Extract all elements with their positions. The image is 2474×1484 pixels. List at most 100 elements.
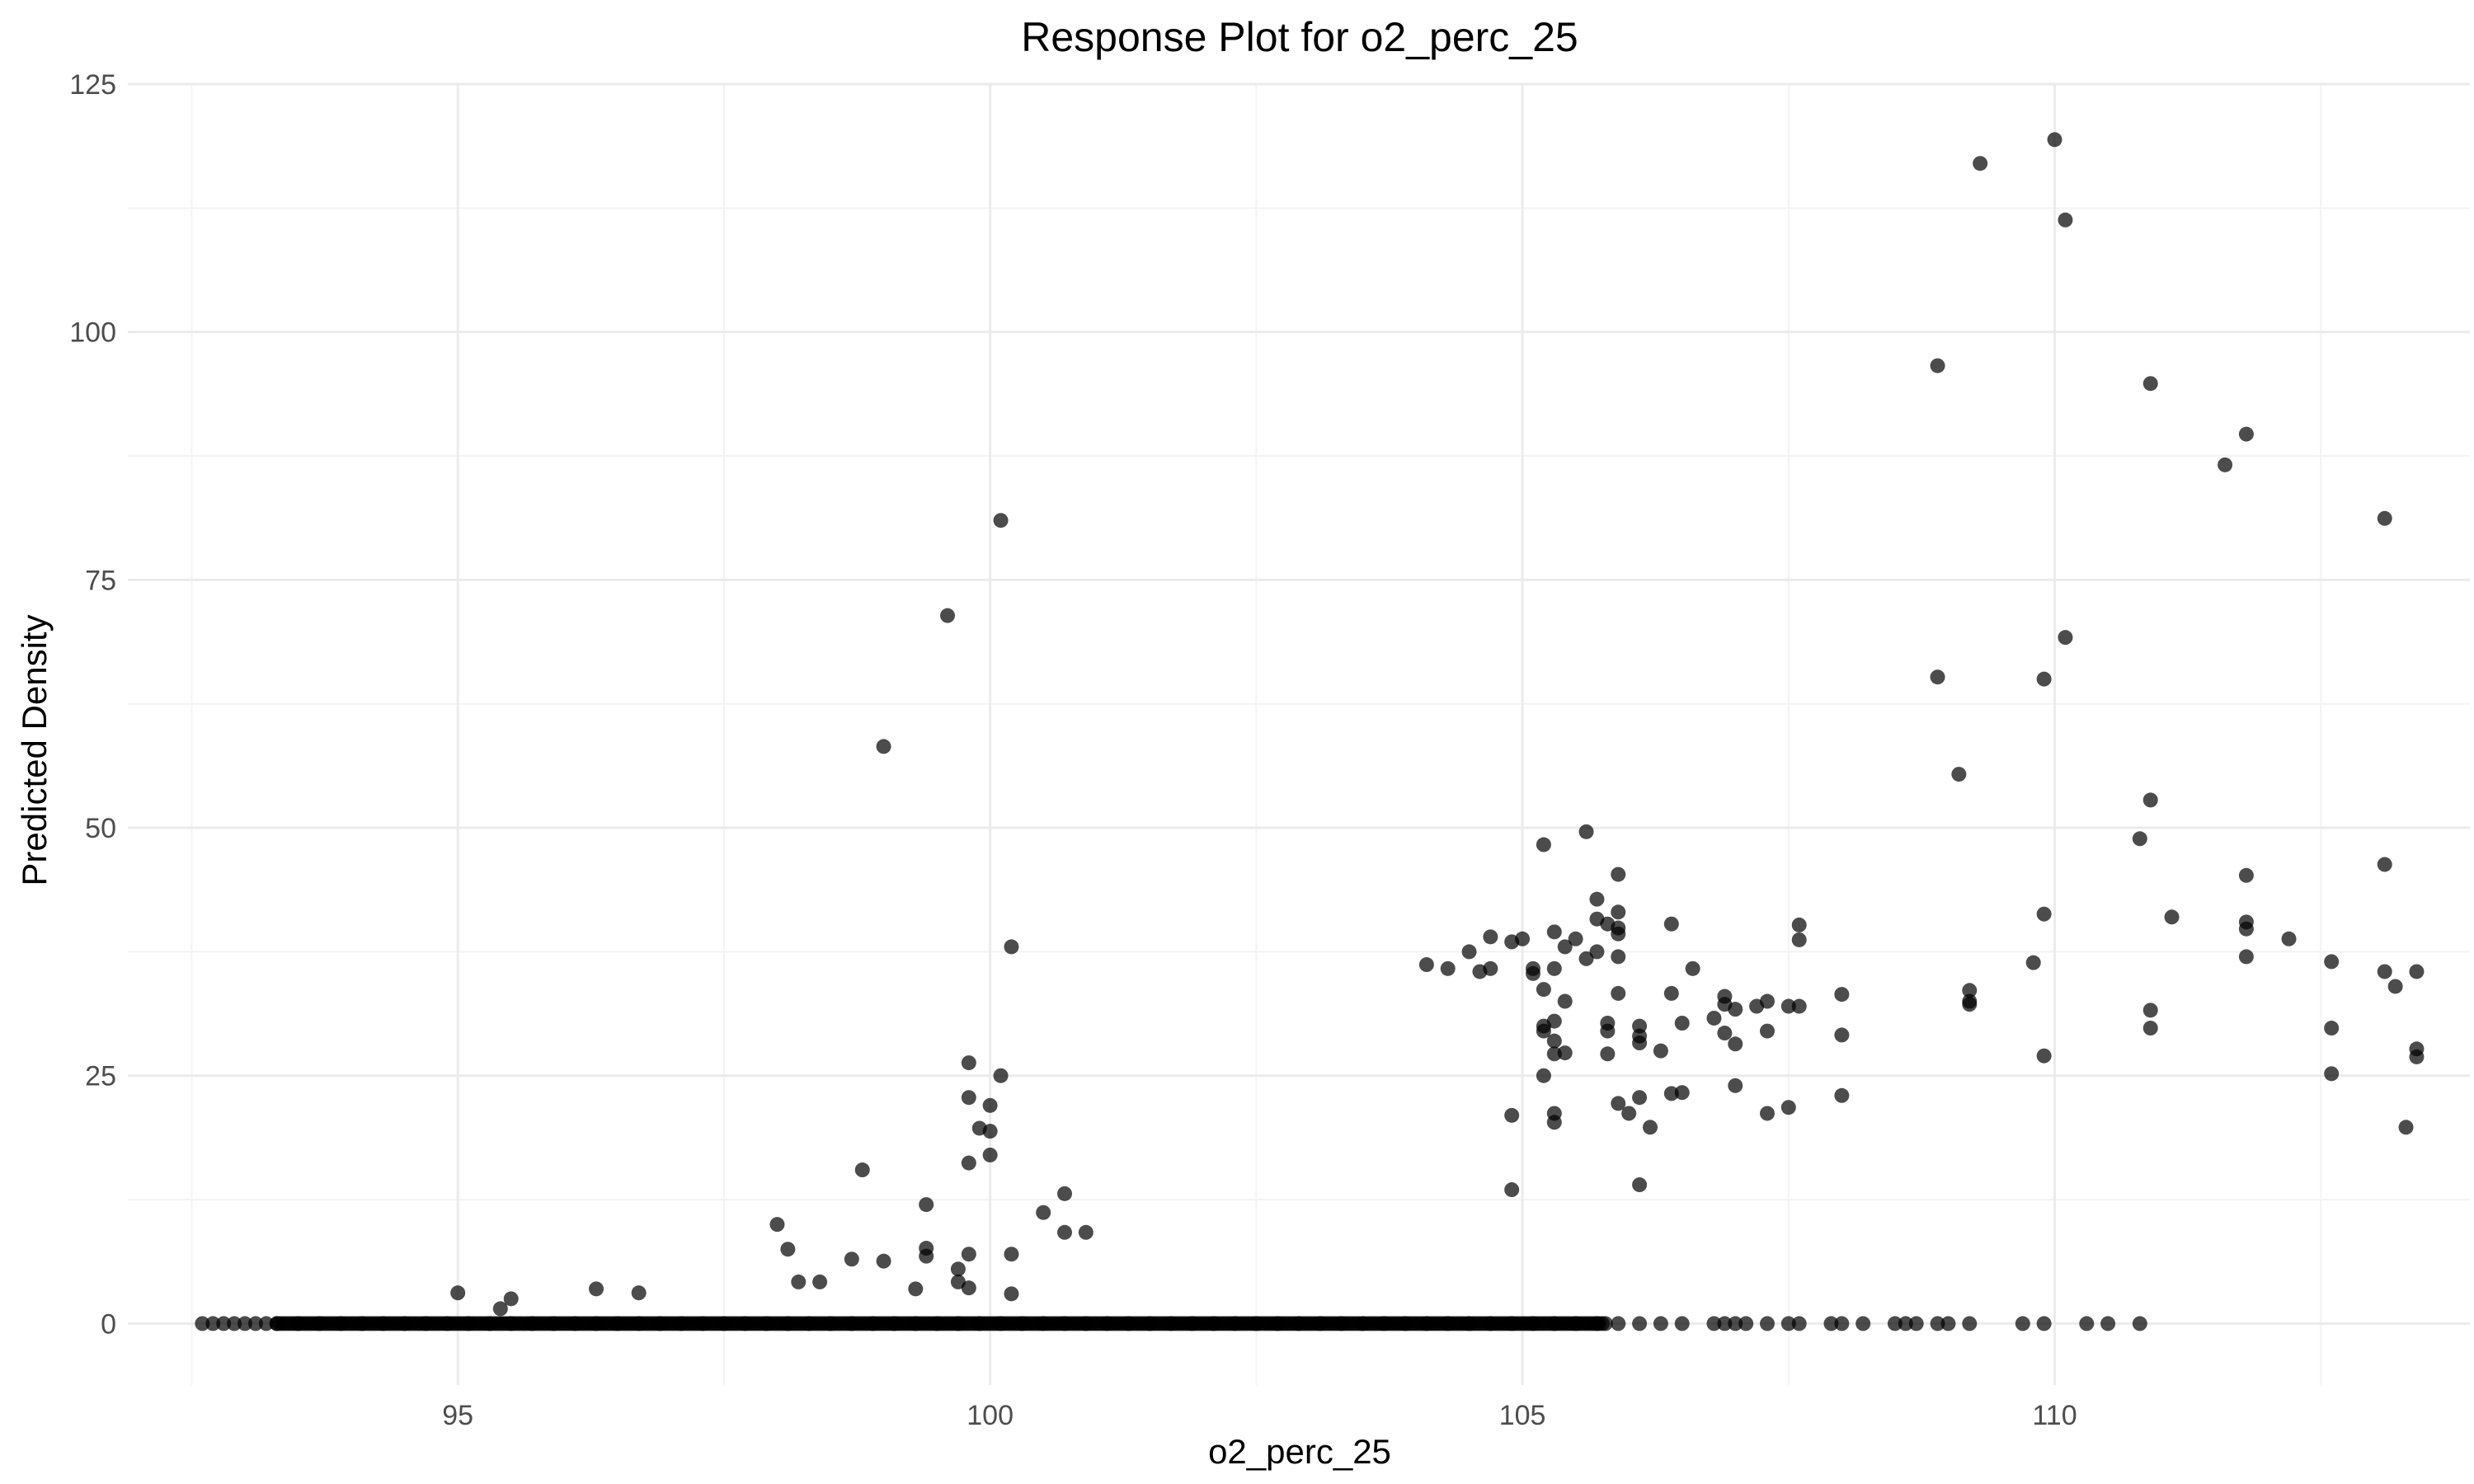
data-point — [2142, 792, 2158, 808]
data-point — [290, 1316, 306, 1331]
data-point — [1823, 1316, 1839, 1331]
data-point — [961, 1055, 976, 1071]
data-point — [2238, 914, 2254, 930]
data-point — [631, 1316, 647, 1331]
data-point — [791, 1274, 807, 1289]
data-point — [227, 1316, 242, 1331]
data-point — [312, 1316, 327, 1331]
data-point — [1398, 1316, 1413, 1331]
data-point — [759, 1316, 774, 1331]
data-point — [950, 1316, 966, 1331]
data-point — [1036, 1205, 1051, 1220]
data-point — [2047, 132, 2062, 148]
data-point — [1663, 1086, 1679, 1101]
ticks-layer: 95 100 105 110 0 25 50 75 100 125 — [69, 69, 2077, 1431]
data-point — [1546, 1316, 1562, 1331]
data-point — [1930, 1316, 1945, 1331]
data-point — [1600, 1023, 1616, 1039]
data-point — [1717, 1316, 1733, 1331]
data-point — [1760, 1023, 1775, 1039]
data-point — [737, 1316, 753, 1331]
data-point — [418, 1316, 434, 1331]
data-point — [1536, 1023, 1551, 1039]
data-point — [865, 1316, 881, 1331]
data-point — [982, 1147, 998, 1162]
data-point — [1546, 1046, 1562, 1062]
data-point — [2025, 955, 2041, 970]
data-point — [355, 1316, 369, 1331]
data-point — [567, 1316, 583, 1331]
data-point — [695, 1316, 711, 1331]
y-axis-title: Predicted Density — [15, 614, 54, 885]
y-tick-label: 0 — [101, 1308, 116, 1340]
data-point — [1760, 993, 1775, 1009]
data-point — [1004, 939, 1019, 955]
data-point — [1557, 939, 1573, 955]
data-point — [993, 513, 1009, 528]
data-point — [1504, 1316, 1520, 1331]
data-point — [993, 1068, 1009, 1083]
data-point — [1962, 997, 1978, 1012]
data-point — [1834, 1027, 1850, 1043]
data-point — [929, 1316, 945, 1331]
data-point — [908, 1316, 924, 1331]
data-point — [1270, 1316, 1286, 1331]
data-point — [1589, 1316, 1605, 1331]
data-point — [1760, 1316, 1775, 1331]
data-point — [1611, 1096, 1626, 1111]
data-point — [1526, 960, 1540, 976]
data-point — [961, 1280, 976, 1296]
data-point — [2036, 906, 2052, 922]
data-point — [993, 1316, 1009, 1331]
data-point — [1249, 1316, 1264, 1331]
data-point — [2036, 1048, 2052, 1064]
data-point — [1898, 1316, 1913, 1331]
data-point — [844, 1316, 859, 1331]
data-point — [1418, 957, 1434, 973]
data-point — [1674, 1085, 1690, 1101]
data-point — [940, 608, 955, 623]
data-point — [1504, 1107, 1520, 1123]
data-point — [1632, 1090, 1648, 1106]
data-point — [1738, 1316, 1754, 1331]
data-point — [450, 1285, 466, 1301]
data-point — [258, 1316, 274, 1331]
y-tick-label: 50 — [85, 813, 116, 844]
data-point — [1632, 1316, 1648, 1331]
data-point — [1461, 944, 1477, 960]
data-point — [1908, 1316, 1924, 1331]
grid-layer — [128, 82, 2470, 1385]
data-point — [2398, 1120, 2414, 1135]
data-point — [1099, 1316, 1115, 1331]
data-point — [216, 1316, 232, 1331]
data-point — [2409, 1049, 2425, 1064]
data-point — [1728, 1036, 1743, 1052]
data-point — [461, 1316, 477, 1331]
data-point — [716, 1316, 731, 1331]
data-point — [1142, 1316, 1158, 1331]
data-point — [2142, 1021, 2158, 1036]
data-point — [1536, 982, 1551, 998]
data-point — [1611, 985, 1626, 1001]
data-point — [1078, 1316, 1094, 1331]
data-point — [1780, 998, 1796, 1014]
data-point — [2324, 1066, 2340, 1082]
data-point — [1685, 960, 1700, 976]
data-point — [1728, 1316, 1743, 1331]
x-tick-label: 105 — [1499, 1400, 1546, 1431]
data-point — [1589, 944, 1605, 960]
data-point — [1546, 1115, 1562, 1130]
data-point — [1780, 1316, 1796, 1331]
data-point — [1930, 669, 1945, 685]
data-point — [1483, 1316, 1498, 1331]
data-point — [1227, 1316, 1243, 1331]
data-point — [1834, 987, 1850, 1003]
data-point — [492, 1301, 508, 1317]
data-point — [2324, 954, 2340, 970]
data-point — [238, 1316, 252, 1331]
data-point — [919, 1248, 934, 1264]
data-point — [971, 1316, 987, 1331]
data-point — [1004, 1286, 1019, 1302]
data-point — [205, 1316, 221, 1331]
data-point — [674, 1316, 689, 1331]
